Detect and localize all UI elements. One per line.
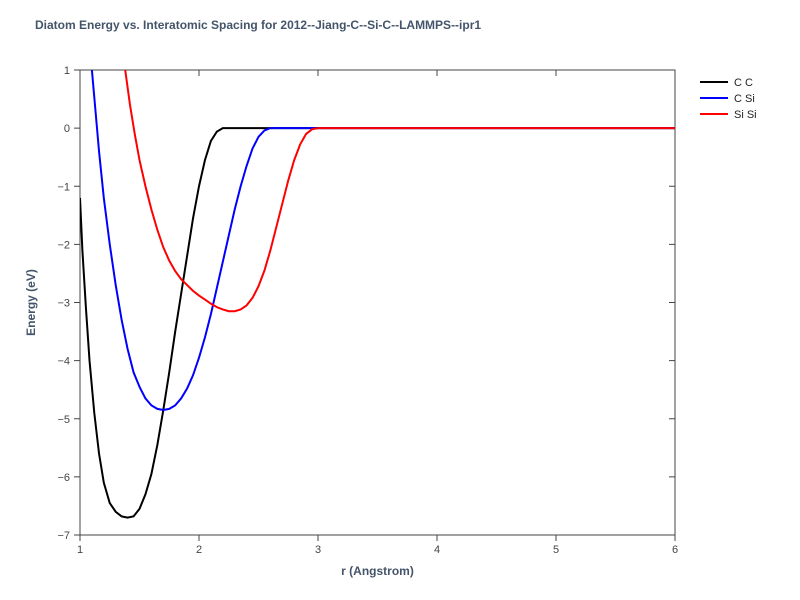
svg-text:Energy (eV): Energy (eV) <box>24 269 38 336</box>
svg-text:6: 6 <box>672 544 678 556</box>
svg-text:C C: C C <box>734 77 753 89</box>
svg-text:1: 1 <box>64 65 70 77</box>
svg-text:2: 2 <box>196 544 202 556</box>
svg-text:−1: −1 <box>57 181 70 193</box>
svg-text:−7: −7 <box>57 530 70 542</box>
svg-text:5: 5 <box>553 544 559 556</box>
svg-text:C Si: C Si <box>734 93 755 105</box>
svg-text:−2: −2 <box>57 239 70 251</box>
svg-text:−4: −4 <box>57 356 70 368</box>
svg-text:−5: −5 <box>57 414 70 426</box>
svg-text:−3: −3 <box>57 298 70 310</box>
svg-text:4: 4 <box>434 544 440 556</box>
svg-text:3: 3 <box>315 544 321 556</box>
svg-text:1: 1 <box>77 544 83 556</box>
svg-text:−6: −6 <box>57 472 70 484</box>
svg-text:r (Angstrom): r (Angstrom) <box>341 564 414 578</box>
chart-title: Diatom Energy vs. Interatomic Spacing fo… <box>35 18 481 32</box>
line-chart: 1 2 3 4 5 6 −7 −6 −5 −4 −3 −2 −1 0 1 r (Angstrom) Energy… <box>0 0 800 600</box>
chart-container: Diatom Energy vs. Interatomic Spacing fo… <box>0 0 800 600</box>
svg-text:Si Si: Si Si <box>734 109 757 121</box>
svg-text:0: 0 <box>64 123 70 135</box>
